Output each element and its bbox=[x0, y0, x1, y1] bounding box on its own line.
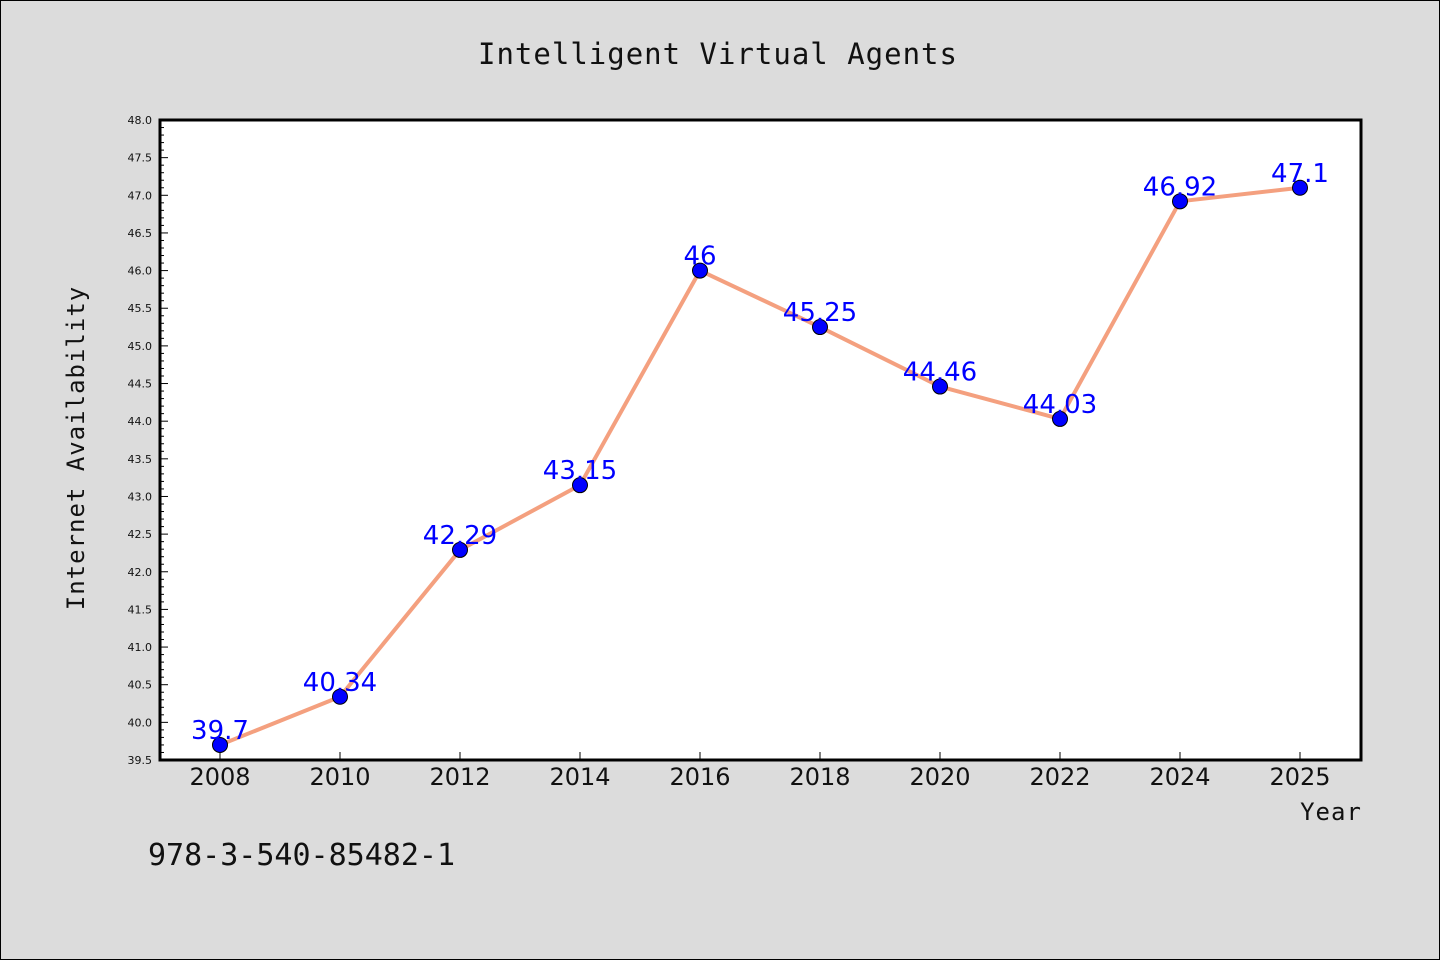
data-point bbox=[572, 477, 588, 494]
data-point bbox=[1052, 410, 1068, 427]
x-axis-label: Year bbox=[1300, 798, 1362, 826]
data-label: 46.92 bbox=[1143, 172, 1217, 202]
data-point bbox=[1292, 179, 1308, 196]
x-tick-label: 2025 bbox=[1269, 763, 1330, 791]
data-point bbox=[212, 736, 228, 753]
x-tick-label: 2010 bbox=[309, 763, 370, 791]
y-tick-label: 45.0 bbox=[128, 340, 153, 353]
data-label: 46 bbox=[683, 242, 716, 272]
x-tick-label: 2024 bbox=[1149, 763, 1210, 791]
data-label: 42.29 bbox=[423, 521, 497, 551]
y-tick-label: 47.5 bbox=[128, 152, 153, 165]
y-tick-label: 43.0 bbox=[128, 490, 153, 503]
y-tick-label: 39.5 bbox=[128, 754, 153, 767]
y-tick-label: 44.5 bbox=[128, 378, 153, 391]
y-tick-label: 42.5 bbox=[128, 528, 153, 541]
y-axis: 39.5 40.0 40.5 41.0 41.5 42.0 42.5 43.0 43.5 44.0… bbox=[128, 114, 168, 767]
data-label: 45.25 bbox=[783, 298, 857, 328]
data-label: 44.46 bbox=[903, 358, 977, 388]
y-tick-label: 41.5 bbox=[128, 603, 153, 616]
data-label: 44.03 bbox=[1023, 390, 1097, 420]
data-label: 39.7 bbox=[191, 716, 249, 746]
y-tick-label: 46.5 bbox=[128, 227, 153, 240]
y-tick-label: 44.0 bbox=[128, 415, 153, 428]
data-point bbox=[332, 688, 348, 705]
y-tick-label: 45.5 bbox=[128, 302, 153, 315]
x-tick-label: 2012 bbox=[429, 763, 490, 791]
chart-title: Intelligent Virtual Agents bbox=[478, 37, 958, 71]
y-tick-label: 46.0 bbox=[128, 265, 153, 278]
data-point bbox=[812, 319, 828, 336]
series-line bbox=[219, 185, 1301, 747]
plot-area bbox=[158, 118, 1363, 762]
data-label: 47.1 bbox=[1271, 159, 1329, 189]
y-tick-label: 47.0 bbox=[128, 189, 153, 202]
x-axis: 2008 2010 2012 2014 2016 2018 2020 2022 2024 2025 bbox=[189, 752, 1331, 791]
data-label: 40.34 bbox=[303, 668, 377, 698]
y-tick-label: 40.0 bbox=[128, 716, 153, 729]
data-labels: 39.7 40.34 42.29 43.15 46 45.25 44.46 44.03 46.9… bbox=[191, 159, 1329, 746]
y-tick-label: 41.0 bbox=[128, 641, 153, 654]
x-tick-label: 2014 bbox=[549, 763, 610, 791]
y-tick-label: 48.0 bbox=[128, 114, 153, 127]
x-tick-label: 2008 bbox=[189, 763, 250, 791]
data-point bbox=[452, 541, 468, 558]
x-tick-label: 2020 bbox=[909, 763, 970, 791]
data-point bbox=[692, 262, 708, 279]
y-tick-label: 43.5 bbox=[128, 453, 153, 466]
x-tick-label: 2022 bbox=[1029, 763, 1090, 791]
x-tick-label: 2018 bbox=[789, 763, 850, 791]
data-point bbox=[932, 378, 948, 395]
data-point bbox=[1172, 193, 1188, 210]
y-tick-label: 42.0 bbox=[128, 566, 153, 579]
footer-isbn: 978-3-540-85482-1 bbox=[148, 838, 455, 873]
data-label: 43.15 bbox=[543, 456, 617, 486]
data-markers bbox=[212, 179, 1308, 753]
y-tick-label: 40.5 bbox=[128, 679, 153, 692]
y-axis-label: Internet Availability bbox=[62, 286, 90, 610]
x-tick-label: 2016 bbox=[669, 763, 730, 791]
